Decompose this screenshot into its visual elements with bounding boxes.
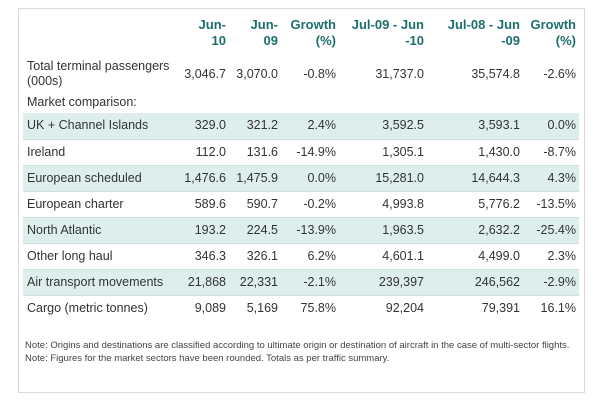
header-jun-10: Jun- 10 [198, 17, 226, 48]
cell-jul08-jun09: 3,593.1 [427, 113, 523, 140]
cell-growth-year: -8.7% [523, 139, 579, 166]
cell-jul09-jun10: 31,737.0 [375, 66, 424, 81]
table-row: Total terminal passengers (000s) 3,046.7… [23, 57, 579, 91]
traffic-statistics-panel: Jun- 10 Jun- 09 Growth (%) Jul-09 - Jun -10 … [18, 8, 585, 393]
cell-growth-month: 0.0% [281, 165, 339, 192]
table-header-row: Jun- 10 Jun- 09 Growth (%) Jul-09 - Jun -10 … [23, 15, 579, 57]
section-heading-row: Market comparison: [23, 91, 579, 113]
cell-jun-09: 1,475.9 [229, 165, 281, 192]
row-label: North Atlantic [23, 217, 175, 244]
cell-jun-10: 193.2 [175, 217, 229, 244]
cell-growth-year: 16.1% [540, 300, 576, 315]
row-label: European charter [23, 191, 175, 218]
header-growth-month: Growth (%) [290, 17, 337, 48]
header-jun-09: Jun- 09 [250, 17, 278, 48]
cell-jun-10: 589.6 [175, 191, 229, 218]
cell-jun-09: 5,169 [246, 300, 278, 315]
cell-growth-month: 2.4% [281, 113, 339, 140]
cell-jul08-jun09: 5,776.2 [427, 191, 523, 218]
table-row: North Atlantic 193.2 224.5 -13.9% 1,963.… [23, 217, 579, 244]
table-row: Air transport movements 21,868 22,331 -2… [23, 269, 579, 296]
cell-growth-month: 75.8% [300, 300, 336, 315]
header-jul09-jun10: Jul-09 - Jun -10 [351, 17, 424, 48]
cell-jun-09: 326.1 [229, 243, 281, 270]
cell-growth-month: -2.1% [281, 269, 339, 296]
cell-jun-10: 21,868 [175, 269, 229, 296]
cell-jul09-jun10: 1,305.1 [339, 139, 427, 166]
cell-jun-09: 3,070.0 [236, 66, 278, 81]
cell-growth-year: 2.3% [523, 243, 579, 270]
cell-growth-year: 0.0% [523, 113, 579, 140]
cell-growth-year: -13.5% [523, 191, 579, 218]
cell-jul08-jun09: 35,574.8 [471, 66, 520, 81]
header-growth-year: Growth (%) [530, 17, 577, 48]
cell-jul08-jun09: 1,430.0 [427, 139, 523, 166]
header-jul08-jun09: Jul-08 - Jun -09 [447, 17, 520, 48]
table-row: Other long haul 346.3 326.1 6.2% 4,601.1… [23, 243, 579, 270]
cell-growth-year: -2.6% [543, 66, 576, 81]
cell-jul09-jun10: 239,397 [339, 269, 427, 296]
cell-jun-09: 224.5 [229, 217, 281, 244]
cell-jun-10: 346.3 [175, 243, 229, 270]
cell-growth-year: -25.4% [523, 217, 579, 244]
cell-growth-year: 4.3% [523, 165, 579, 192]
cell-jun-09: 590.7 [229, 191, 281, 218]
note-origins: Note: Origins and destinations are class… [25, 340, 570, 351]
row-label: Cargo (metric tonnes) [27, 300, 148, 315]
cell-jul09-jun10: 1,963.5 [339, 217, 427, 244]
cell-jul09-jun10: 4,601.1 [339, 243, 427, 270]
row-label: UK + Channel Islands [23, 113, 175, 140]
row-label: European scheduled [23, 165, 175, 192]
cell-jun-10: 1,476.6 [175, 165, 229, 192]
cell-jul08-jun09: 2,632.2 [427, 217, 523, 244]
cell-growth-month: 6.2% [281, 243, 339, 270]
row-label: Total terminal passengers (000s) [27, 59, 170, 88]
table-row: European charter 589.6 590.7 -0.2% 4,993… [23, 191, 579, 218]
row-label: Other long haul [23, 243, 175, 270]
table-row: European scheduled 1,476.6 1,475.9 0.0% … [23, 165, 579, 192]
cell-jul09-jun10: 4,993.8 [339, 191, 427, 218]
cell-jun-10: 112.0 [175, 139, 229, 166]
section-label: Market comparison: [27, 94, 137, 109]
header-row-label [23, 15, 175, 57]
cell-growth-month: -0.8% [303, 66, 336, 81]
cell-jul09-jun10: 15,281.0 [339, 165, 427, 192]
table-row: Ireland 112.0 131.6 -14.9% 1,305.1 1,430… [23, 139, 579, 166]
cell-jun-10: 329.0 [175, 113, 229, 140]
table-row: UK + Channel Islands 329.0 321.2 2.4% 3,… [23, 113, 579, 140]
cell-jul08-jun09: 79,391 [481, 300, 520, 315]
cell-jun-09: 321.2 [229, 113, 281, 140]
cell-jul09-jun10: 92,204 [385, 300, 424, 315]
table-row: Cargo (metric tonnes) 9,089 5,169 75.8% … [23, 295, 579, 321]
note-rounding: Note: Figures for the market sectors hav… [25, 353, 390, 364]
cell-jul08-jun09: 4,499.0 [427, 243, 523, 270]
row-label: Ireland [23, 139, 175, 166]
cell-jul08-jun09: 246,562 [427, 269, 523, 296]
cell-jun-10: 3,046.7 [184, 66, 226, 81]
cell-jun-09: 131.6 [229, 139, 281, 166]
cell-jul08-jun09: 14,644.3 [427, 165, 523, 192]
cell-jun-10: 9,089 [194, 300, 226, 315]
cell-growth-month: -14.9% [281, 139, 339, 166]
cell-jul09-jun10: 3,592.5 [339, 113, 427, 140]
cell-growth-month: -0.2% [281, 191, 339, 218]
traffic-table: Jun- 10 Jun- 09 Growth (%) Jul-09 - Jun -10 … [23, 15, 579, 321]
cell-growth-year: -2.9% [523, 269, 579, 296]
cell-jun-09: 22,331 [229, 269, 281, 296]
table-notes: Note: Origins and destinations are class… [25, 340, 575, 366]
row-label: Air transport movements [23, 269, 175, 296]
cell-growth-month: -13.9% [281, 217, 339, 244]
